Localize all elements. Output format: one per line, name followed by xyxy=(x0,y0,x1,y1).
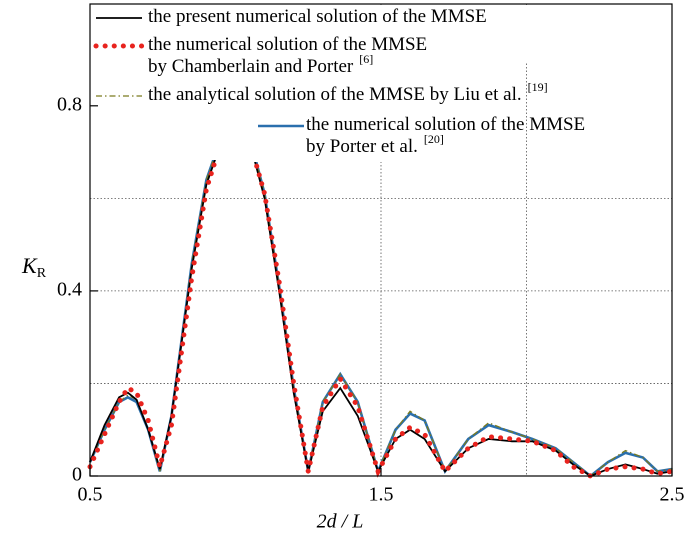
x-tick-label: 1.5 xyxy=(369,484,394,506)
legend-text: by Chamberlain and Porter xyxy=(148,56,354,77)
legend-text: the present numerical solution of the MM… xyxy=(148,6,487,27)
y-tick-label: 0 xyxy=(72,464,82,486)
grid xyxy=(90,4,672,476)
legend-ref: [20] xyxy=(424,132,444,146)
series-line xyxy=(87,130,675,479)
legend-label: by Porter et al. [20] xyxy=(306,132,444,158)
series-line xyxy=(89,130,673,478)
lines xyxy=(87,129,675,479)
legend-label: the present numerical solution of the MM… xyxy=(148,6,487,27)
axes: 0.5 1.5 2.5 0 0.4 0.8 xyxy=(57,3,685,506)
x-tick-label: 0.5 xyxy=(78,484,103,506)
y-tick-label: 0.4 xyxy=(57,278,82,300)
legend-label: the analytical solution of the MMSE by L… xyxy=(148,80,548,106)
legend-ref: [6] xyxy=(359,52,373,66)
legend: the present numerical solution of the MM… xyxy=(93,6,585,158)
legend-text: the numerical solution of the MMSE xyxy=(306,114,585,135)
legend-label: the numerical solution of the MMSE xyxy=(306,114,585,135)
y-tick-label: 0.8 xyxy=(57,93,82,115)
legend-text: the numerical solution of the MMSE xyxy=(148,34,427,55)
legend-background xyxy=(91,60,501,105)
legend-ref: [19] xyxy=(528,80,548,94)
series-line xyxy=(89,130,673,477)
x-axis-label: 2d / L xyxy=(317,511,364,533)
legend-background xyxy=(250,100,520,162)
y-axis-label: KR xyxy=(21,253,47,281)
x-tick-label: 2.5 xyxy=(660,484,685,506)
y-axis-label-main: K xyxy=(21,253,38,278)
legend-text: the analytical solution of the MMSE by L… xyxy=(148,84,522,105)
legend-label: the numerical solution of the MMSE xyxy=(148,34,427,55)
legend-label: by Chamberlain and Porter [6] xyxy=(148,52,373,78)
y-axis-label-sub: R xyxy=(37,266,47,281)
legend-text: by Porter et al. xyxy=(306,136,418,157)
